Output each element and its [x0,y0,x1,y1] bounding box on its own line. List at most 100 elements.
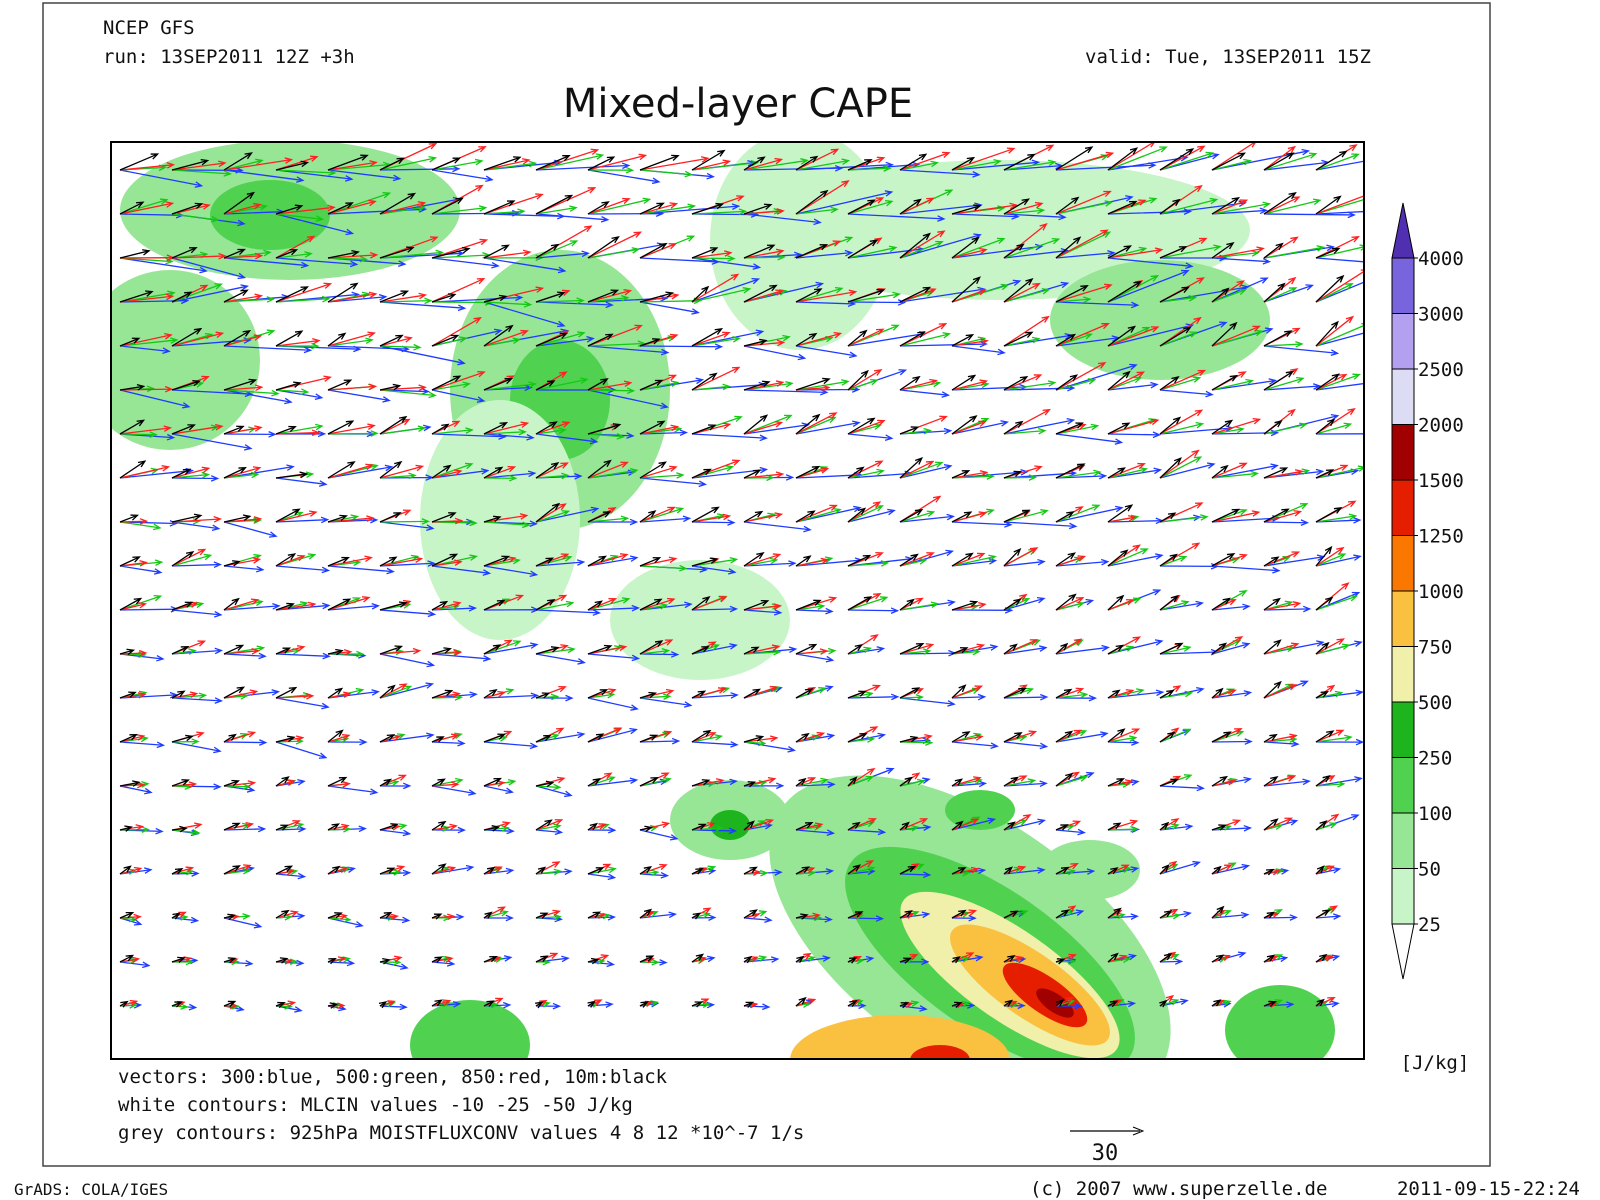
wind-vector [1211,864,1233,875]
wind-vector [1211,207,1269,215]
wind-vector [1159,731,1176,743]
wind-vector [431,517,464,525]
wind-vector [587,345,670,356]
copyright: (c) 2007 www.superzelle.de [1030,1178,1327,1200]
wind-vector [119,383,146,391]
wind-vector [743,688,761,699]
wind-vector [691,605,739,613]
wind-vector [1315,553,1347,567]
wind-vector [535,828,564,836]
wind-vector [431,733,460,743]
wind-vector [1315,596,1334,611]
wind-vector [951,511,988,523]
wind-vector [1055,593,1077,611]
wind-vector [1159,331,1198,347]
wind-vector [847,508,896,523]
wind-vector [483,688,498,699]
wind-vector [1055,301,1140,309]
wind-vector [275,169,354,182]
wind-vector [1315,738,1364,746]
wind-vector [951,820,964,831]
wind-vector [743,510,764,523]
wind-vector [379,823,399,831]
wind-vector [275,251,313,259]
wind-vector [951,470,989,479]
wind-vector [379,292,428,303]
wind-vector [691,328,724,347]
wind-vector [1055,687,1085,699]
wind-vector [1211,325,1261,347]
wind-vector [483,329,529,347]
wind-vector [379,782,412,790]
wind-vector [1055,423,1100,435]
wind-vector [275,909,290,919]
wind-vector [1315,545,1333,567]
wind-vector [483,640,522,655]
wind-vector [119,201,175,215]
wind-vector [1211,824,1253,832]
wind-vector [1263,556,1280,567]
wind-vector [1003,198,1030,215]
wind-vector [1159,823,1194,831]
wind-vector [275,554,306,567]
wind-vector [587,598,618,611]
wind-vector [275,647,292,655]
wind-vector [1055,688,1073,699]
wind-vector [483,428,527,436]
wind-vector [1003,687,1027,699]
wind-vector [587,555,639,567]
wind-vector [431,238,489,259]
wind-vector [795,781,836,788]
wind-vector [431,468,490,479]
wind-vector [951,1001,963,1008]
wind-vector [379,383,402,391]
wind-vector [327,602,380,611]
wind-vector [691,911,711,919]
wind-vector [1107,1000,1137,1008]
wind-vector [1107,912,1126,920]
wind-vector [899,510,936,523]
colorbar-label: 1250 [1418,526,1464,548]
wind-vector [171,738,200,745]
wind-vector [1315,274,1345,303]
wind-vector [899,169,981,178]
wind-vector [483,644,502,655]
wind-vector [899,151,951,171]
wind-vector [847,957,858,964]
wind-vector [1055,250,1116,259]
wind-vector [431,999,443,1007]
wind-vector [691,779,711,787]
wind-vector [483,160,538,171]
wind-vector [119,866,143,875]
wind-vector [275,423,324,435]
wind-vector [223,821,255,831]
wind-vector [275,257,359,268]
wind-vector [171,867,184,875]
wind-vector [899,427,932,435]
wind-vector [587,387,636,395]
colorbar-box [1391,257,1415,314]
wind-vector [1159,860,1201,875]
wind-vector [691,277,761,303]
wind-vector [431,278,486,303]
wind-vector [327,337,374,347]
wind-vector [327,192,392,215]
wind-vector [587,169,661,185]
wind-vector [1055,868,1077,876]
wind-vector [1211,321,1238,347]
wind-vector [1315,507,1343,523]
wind-vector [1315,913,1342,920]
wind-vector [483,1000,495,1007]
wind-vector [847,596,889,611]
wind-vector [327,169,402,182]
wind-vector [275,338,321,347]
wind-vector [431,197,464,215]
wind-vector [1003,474,1038,481]
wind-vector [275,686,298,699]
wind-vector [1055,146,1094,171]
wind-vector [535,153,605,171]
wind-vector [1263,519,1310,526]
wind-vector [1159,823,1180,831]
wind-vector [1055,642,1069,655]
wind-vector [1211,257,1272,265]
